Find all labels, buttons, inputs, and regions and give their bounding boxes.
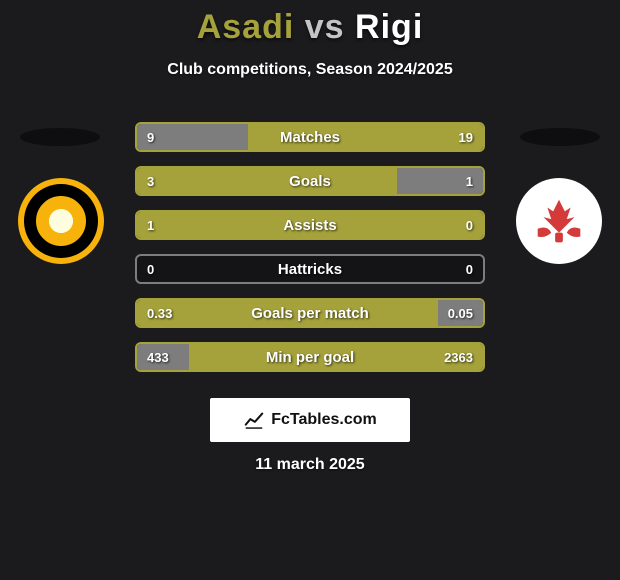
bar-label: Goals per match [137, 300, 483, 326]
comparison-bars: Matches919Goals31Assists10Hattricks00Goa… [135, 122, 485, 386]
title-vs: vs [305, 8, 345, 46]
bar-value-right: 0.05 [438, 300, 483, 326]
source-badge: FcTables.com [210, 398, 410, 442]
bar-value-left: 1 [137, 212, 164, 238]
bar-row: Goals per match0.33 0.05 [135, 298, 485, 328]
title-right: Rigi [355, 8, 423, 46]
bar-label: Min per goal [137, 344, 483, 370]
bar-label: Assists [137, 212, 483, 238]
bar-value-left: 9 [137, 124, 164, 150]
bar-value-right: 2363 [434, 344, 483, 370]
player-shadow-left [20, 128, 100, 146]
bar-row: Matches9 19 [135, 122, 485, 152]
club-badge-right [516, 178, 602, 264]
page-title: Asadi vs Rigi [0, 0, 620, 47]
bar-value-right: 0 [456, 256, 483, 282]
source-label: FcTables.com [271, 411, 377, 429]
bar-value-right: 0 [456, 212, 483, 238]
bar-value-right: 1 [456, 168, 483, 194]
bar-value-left: 0 [137, 256, 164, 282]
bar-label: Matches [137, 124, 483, 150]
subtitle: Club competitions, Season 2024/2025 [0, 61, 620, 79]
bar-row: Hattricks0 0 [135, 254, 485, 284]
bar-value-right: 19 [449, 124, 483, 150]
player-shadow-right [520, 128, 600, 146]
bar-label: Goals [137, 168, 483, 194]
bar-label: Hattricks [137, 256, 483, 282]
bar-row: Goals3 1 [135, 166, 485, 196]
bar-value-left: 0.33 [137, 300, 182, 326]
chart-icon [243, 409, 265, 431]
date: 11 march 2025 [0, 456, 620, 474]
club-badge-left [18, 178, 104, 264]
bar-row: Min per goal433 2363 [135, 342, 485, 372]
bar-value-left: 433 [137, 344, 179, 370]
bar-value-left: 3 [137, 168, 164, 194]
bar-row: Assists1 0 [135, 210, 485, 240]
title-left: Asadi [197, 8, 295, 46]
